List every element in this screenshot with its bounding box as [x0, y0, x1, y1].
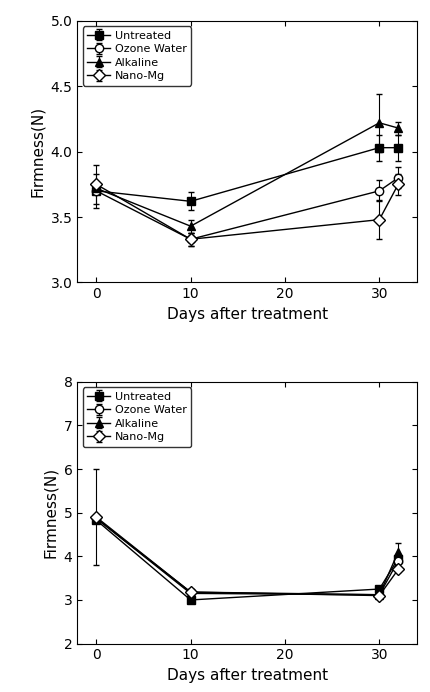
X-axis label: Days after treatment: Days after treatment [167, 668, 328, 683]
Y-axis label: Firmness(N): Firmness(N) [43, 467, 58, 558]
Legend: Untreated, Ozone Water, Alkaline, Nano-Mg: Untreated, Ozone Water, Alkaline, Nano-M… [83, 26, 191, 86]
Y-axis label: Firmness(N): Firmness(N) [30, 106, 45, 197]
X-axis label: Days after treatment: Days after treatment [167, 307, 328, 322]
Legend: Untreated, Ozone Water, Alkaline, Nano-Mg: Untreated, Ozone Water, Alkaline, Nano-M… [83, 388, 191, 447]
